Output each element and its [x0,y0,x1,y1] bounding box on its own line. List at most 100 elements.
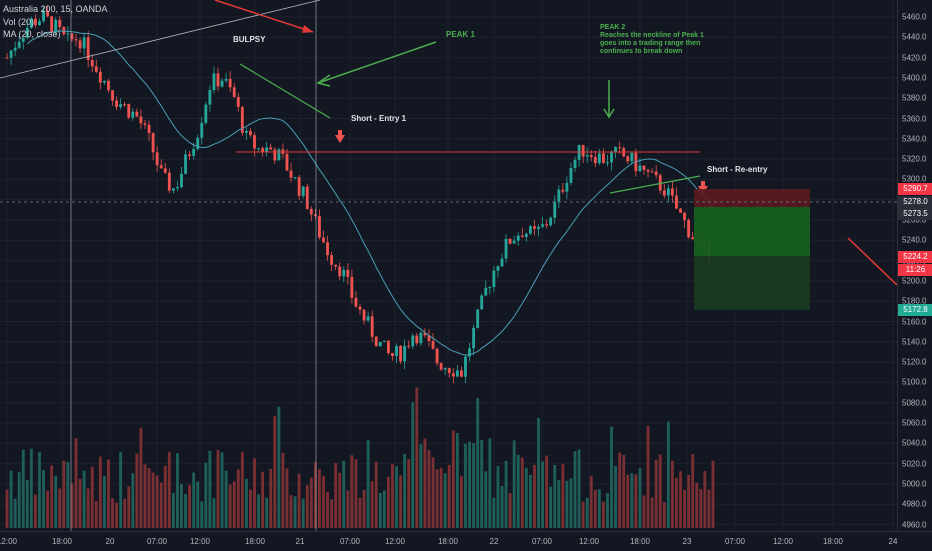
candle-body [228,78,232,88]
volume-bar [447,464,451,528]
candle-body [208,90,212,105]
volume-bar [460,476,463,528]
candle-body [269,147,273,150]
candle-body [62,27,66,35]
candle-body [17,41,21,48]
candle-body [86,37,90,61]
volume-legend[interactable]: Vol (20) [3,17,35,27]
volume-bar [38,452,41,528]
candle-body [107,80,110,91]
time-axis[interactable]: 12:00 18:00 20 07:00 12:00 18:00 21 07:00 12:00 1… [0,531,932,551]
symbol-legend[interactable]: Australia 200, 15, OANDA [3,4,108,14]
volume-bar [338,472,342,528]
candle-body [528,226,532,234]
candle-body [289,170,293,178]
chart-area[interactable]: Australia 200, 15, OANDA Vol (20) MA (20… [0,0,897,531]
volume-bar [662,501,666,528]
volume-bar [155,475,159,528]
candle-body [240,107,244,133]
candle-body [464,356,467,377]
candle-body [687,220,691,238]
candle-body [646,169,650,172]
candle-body [313,214,317,217]
volume-bar [90,466,94,528]
volume-bar [127,486,131,528]
candle-body [403,345,407,362]
volume-bar [115,502,118,528]
candle-body [163,168,167,173]
volume-bar [171,492,175,528]
peak1-trendline [239,63,331,119]
volume-bar [366,439,370,528]
stop-loss-zone[interactable] [694,189,810,207]
volume-bar [484,471,488,528]
candle-body [374,336,378,347]
take-profit-zone[interactable] [694,207,810,256]
volume-bar [654,459,658,528]
price-chart[interactable] [0,0,897,531]
volume-bar [630,473,634,528]
candle-body [326,242,329,256]
candle-body [407,345,411,347]
candle-body [492,270,496,288]
price-badge: 5278.0 [898,196,932,208]
volume-bar [423,438,427,528]
candle-body [46,10,50,17]
volume-bar [346,490,350,528]
volume-bar [54,475,58,528]
price-tick-label: 5140.0 [902,337,927,347]
price-tick-label: 5100.0 [902,377,927,387]
time-tick-label: 22 [489,537,499,546]
volume-bar [362,489,366,528]
candle-body [257,148,260,150]
price-tick-label: 5120.0 [902,357,927,367]
candle-body [147,124,151,133]
price-tick-label: 5000.0 [902,479,927,489]
volume-bar [602,501,605,528]
volume-bar [94,500,98,528]
candle-body [597,153,601,164]
volume-bar [188,484,192,528]
volume-bar [553,464,557,528]
candle-body [386,340,390,354]
volume-bar [699,489,703,528]
candle-body [354,297,358,307]
volume-bar [687,474,691,528]
volume-bar [354,459,358,528]
volume-bar [585,497,589,528]
take-profit-zone-extended[interactable] [694,256,810,310]
candle-body [411,335,415,347]
short-entry-marker-stem [338,130,342,136]
candle-body [346,269,350,277]
volume-bar [451,430,455,528]
candle-body [184,154,187,174]
volume-bar [557,479,561,528]
candle-body [614,147,618,153]
volume-bar [569,478,573,528]
volume-bar [528,474,532,528]
volume-bar [322,475,325,528]
candle-body [13,47,17,51]
volume-bar [707,489,711,528]
volume-bar [123,498,127,528]
volume-bar [184,494,187,528]
peak2-line: Reaches the neckline of Peak 1 [600,32,704,39]
volume-bar [618,452,622,528]
volume-bar [565,480,569,528]
time-tick-label: 07:00 [531,537,553,546]
candle-body [224,78,228,81]
candle-body [244,131,248,133]
peak2-line: PEAK 2 [600,24,626,31]
candle-body [524,233,528,237]
volume-bar [427,450,431,528]
volume-bar [50,465,54,528]
volume-bar [403,453,407,528]
volume-bar [577,449,581,528]
ma-legend[interactable]: MA (20, close) [3,29,61,39]
candle-body [679,208,682,213]
price-axis[interactable]: 5460.0 5440.0 5420.0 5400.0 5380.0 5360.0 5340… [897,0,932,531]
price-tick-label: 5340.0 [902,134,927,144]
volume-bar [78,478,82,528]
candle-body [541,224,544,227]
candle-body [58,19,62,28]
